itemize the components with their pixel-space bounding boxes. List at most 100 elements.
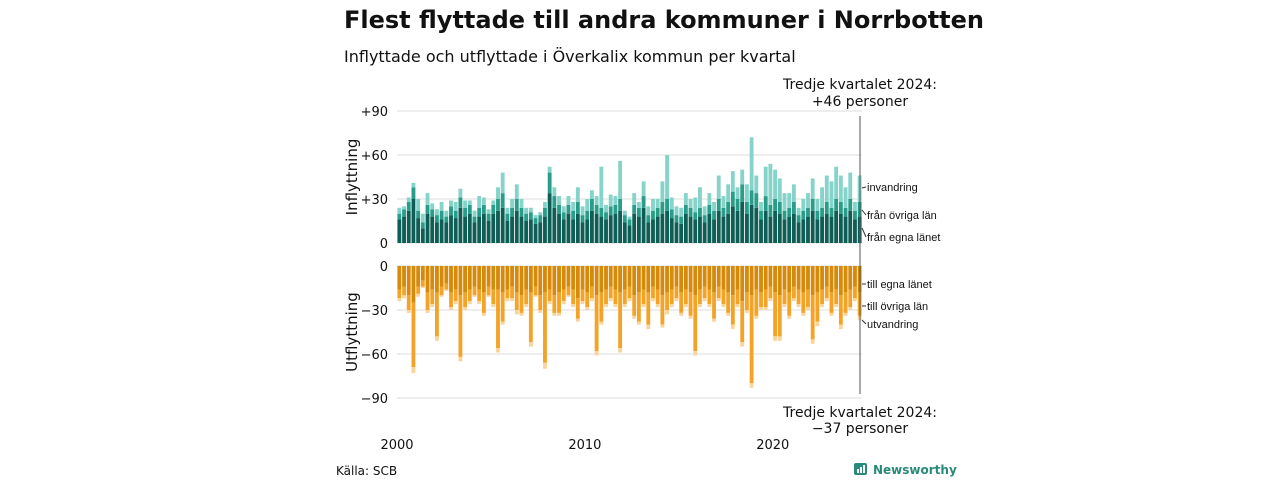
bar-utvandring [787, 315, 792, 319]
bar-fran-ovriga-lan [636, 207, 641, 217]
bar-fran-ovriga-lan [397, 213, 402, 220]
bar-fran-egna-lanet [636, 216, 641, 243]
bar-till-egna-lanet [528, 266, 533, 293]
bar-invandring [477, 196, 482, 208]
bar-fran-ovriga-lan [806, 207, 810, 217]
bar-till-egna-lanet [510, 266, 515, 287]
bar-till-egna-lanet [759, 266, 763, 293]
bar-till-ovriga-lan [430, 289, 435, 305]
bar-fran-egna-lanet [801, 219, 806, 243]
bar-invandring [669, 197, 674, 210]
bar-fran-egna-lanet [604, 219, 608, 243]
bar-invandring [641, 181, 646, 197]
bar-fran-ovriga-lan [824, 201, 829, 214]
chart-subtitle: Inflyttade och utflyttade i Överkalix ko… [344, 47, 796, 66]
bar-utvandring [524, 304, 529, 308]
bar-utvandring [552, 312, 557, 316]
bar-fran-egna-lanet [444, 222, 449, 243]
bar-utvandring [763, 307, 768, 310]
bar-fran-egna-lanet [491, 213, 496, 243]
bar-fran-egna-lanet [632, 213, 637, 243]
bar-till-ovriga-lan [566, 286, 571, 296]
bar-fran-ovriga-lan [853, 210, 857, 220]
legend-invandring: invandring [867, 182, 918, 194]
bar-till-egna-lanet [843, 266, 848, 293]
bar-till-egna-lanet [599, 266, 604, 293]
bar-fran-egna-lanet [777, 213, 782, 243]
bar-fran-ovriga-lan [820, 207, 825, 217]
legend-fran-egna-lanet: från egna länet [867, 232, 940, 244]
bar-fran-ovriga-lan [486, 213, 491, 221]
bar-utvandring [702, 298, 707, 302]
bar-fran-egna-lanet [397, 219, 402, 243]
bar-till-egna-lanet [444, 266, 449, 284]
bar-utvandring [411, 367, 416, 374]
bar-utvandring [791, 298, 796, 302]
bar-utvandring [589, 298, 594, 302]
bar-fran-ovriga-lan [622, 215, 627, 223]
bar-fran-egna-lanet [589, 210, 594, 243]
bar-till-ovriga-lan [514, 292, 519, 310]
bar-till-ovriga-lan [777, 295, 782, 337]
bar-fran-egna-lanet [702, 222, 707, 243]
bar-till-egna-lanet [716, 266, 721, 287]
top-ytick-label: +90 [361, 105, 388, 120]
bar-till-ovriga-lan [547, 289, 552, 302]
bar-invandring [543, 201, 547, 208]
bar-fran-egna-lanet [716, 210, 721, 243]
bar-till-egna-lanet [712, 266, 716, 293]
bar-till-ovriga-lan [613, 289, 618, 305]
bar-utvandring [749, 383, 754, 388]
bar-till-ovriga-lan [651, 286, 655, 299]
bar-fran-egna-lanet [698, 216, 702, 243]
bar-invandring [571, 201, 576, 211]
bar-fran-egna-lanet [815, 219, 820, 243]
bar-till-ovriga-lan [853, 286, 857, 299]
bar-till-egna-lanet [608, 266, 613, 287]
bar-till-egna-lanet [853, 266, 857, 287]
bar-fran-egna-lanet [707, 213, 712, 243]
bar-utvandring [430, 304, 435, 308]
bar-fran-egna-lanet [829, 216, 834, 243]
bar-fran-ovriga-lan [759, 210, 763, 220]
bar-till-ovriga-lan [510, 286, 515, 299]
bar-till-egna-lanet [683, 266, 688, 290]
top-ytick-label: 0 [380, 237, 388, 252]
bar-invandring [730, 171, 735, 192]
bar-invandring [533, 215, 538, 219]
bar-utvandring [806, 307, 810, 310]
bar-fran-egna-lanet [646, 222, 651, 243]
bar-utvandring [716, 298, 721, 302]
bar-till-egna-lanet [641, 266, 646, 290]
bar-invandring [796, 207, 801, 216]
bar-till-egna-lanet [496, 266, 500, 290]
bar-fran-ovriga-lan [589, 199, 594, 211]
bar-till-egna-lanet [669, 266, 674, 290]
bar-fran-egna-lanet [458, 207, 463, 243]
bar-fran-ovriga-lan [829, 207, 834, 217]
bar-till-egna-lanet [838, 266, 843, 296]
bar-fran-ovriga-lan [669, 209, 674, 219]
bar-utvandring [528, 342, 533, 347]
bar-till-ovriga-lan [801, 292, 806, 313]
bar-fran-egna-lanet [622, 222, 627, 243]
bar-fran-ovriga-lan [533, 218, 538, 224]
bar-till-egna-lanet [453, 266, 458, 290]
bar-till-ovriga-lan [561, 289, 566, 302]
bottom-annotation-line2: −37 personer [812, 421, 909, 437]
bar-invandring [801, 199, 806, 211]
bar-fran-ovriga-lan [402, 209, 406, 217]
bar-invandring [636, 201, 641, 208]
bar-fran-egna-lanet [853, 219, 857, 243]
bar-fran-egna-lanet [773, 210, 778, 243]
bar-till-ovriga-lan [721, 289, 726, 305]
bar-till-ovriga-lan [693, 295, 698, 352]
bar-till-ovriga-lan [843, 292, 848, 313]
logo-bar-icon [860, 467, 862, 473]
bar-utvandring [406, 310, 411, 313]
bar-fran-ovriga-lan [608, 206, 613, 216]
bar-invandring [843, 187, 848, 208]
bar-utvandring [491, 304, 496, 308]
bar-invandring [575, 187, 580, 202]
